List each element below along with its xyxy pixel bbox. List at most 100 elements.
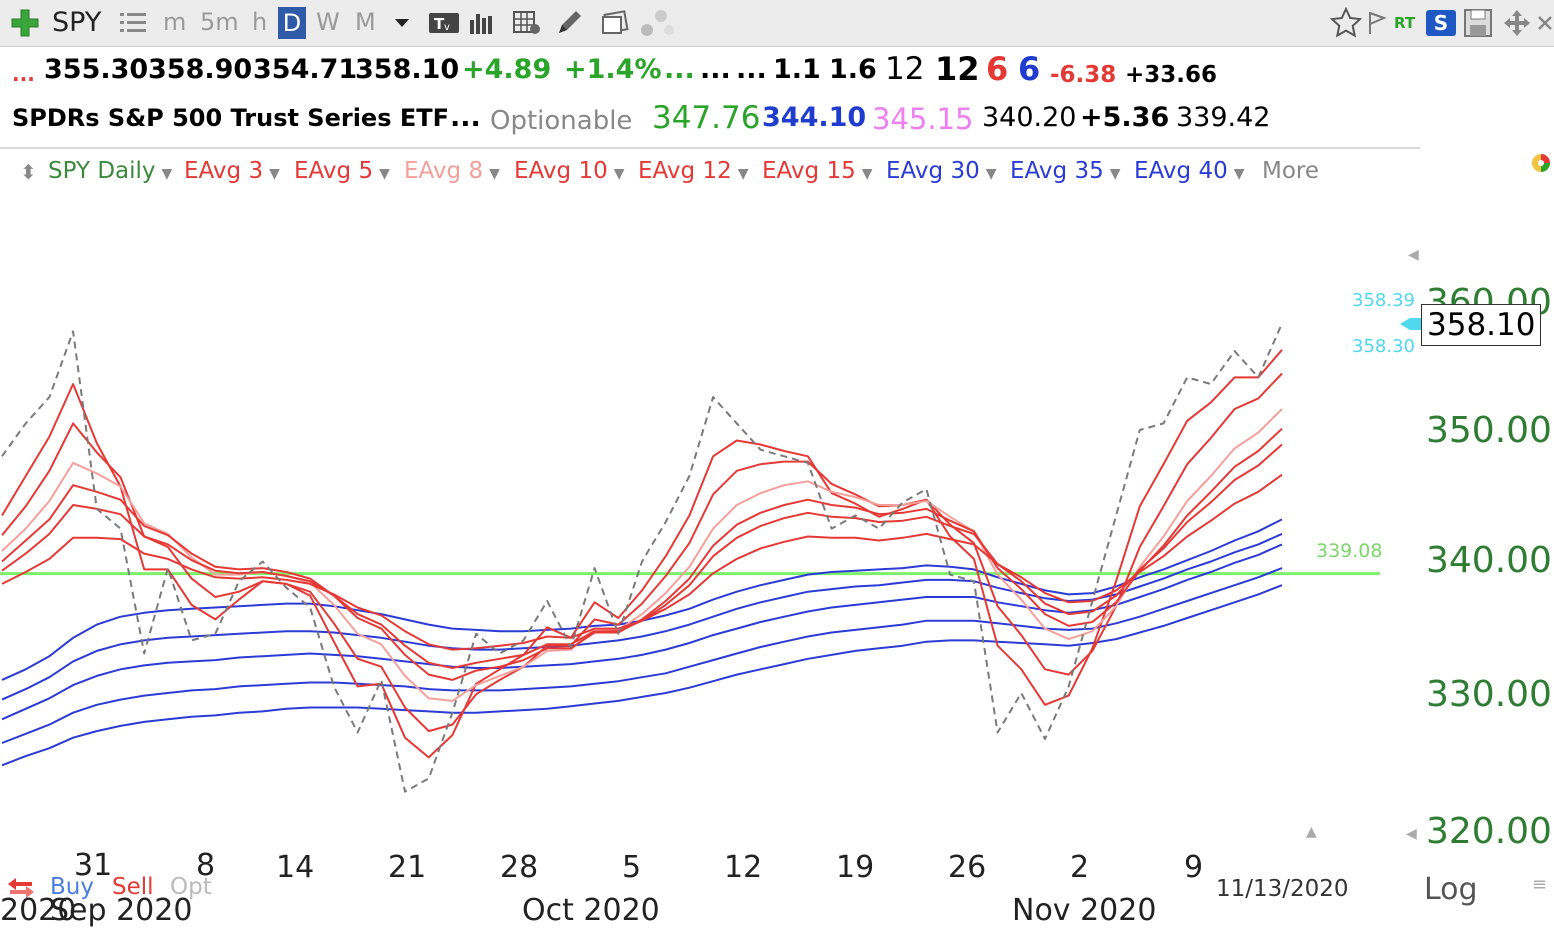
legend-eavg-40-label: EAvg 40 [1134,158,1228,184]
quote-change: +4.89 [462,54,552,85]
interval-m[interactable]: m [163,8,187,36]
draw-pencil-icon[interactable] [552,8,586,38]
ytick-330: 330.00 [1426,674,1552,715]
share-icon[interactable] [638,8,678,38]
scroll-left-icon[interactable]: ◀ [1408,247,1419,263]
legend-eavg-10[interactable]: EAvg 10 ▼ [514,158,625,184]
opt-signal-label[interactable]: Opt [170,874,212,900]
s-badge[interactable]: S [1426,10,1456,36]
interval-h[interactable]: h [252,8,268,36]
svg-text:T: T [434,15,445,33]
series-line-eavg-45[interactable] [1,567,1283,744]
chevron-down-icon: ▼ [379,166,390,182]
chevron-down-icon: ▼ [985,166,997,182]
series-line-eavg-12[interactable] [1,443,1283,669]
price-chart[interactable] [0,190,1420,890]
rt-label[interactable]: RT [1394,14,1416,32]
legend-eavg-5-label: EAvg 5 [294,158,374,184]
series-line-eavg-40[interactable] [1,543,1283,721]
signals-arrows-icon[interactable] [6,876,36,904]
legend-eavg-10-label: EAvg 10 [514,158,608,184]
series-line-eavg-3[interactable] [1,349,1283,759]
quote-dots-b: ... [700,54,731,85]
flag-icon[interactable] [1366,8,1388,38]
quote-prefix-dots: ... [12,62,35,86]
quote-v3: 12 [885,51,925,87]
quote-close: 358.10 [355,54,460,85]
color-wheel-icon[interactable] [1530,152,1552,178]
legend-eavg-40[interactable]: EAvg 40 ▼ [1134,158,1245,184]
ytick-320: 320.00 [1426,811,1552,852]
add-symbol-icon[interactable] [8,8,42,38]
save-icon[interactable] [1460,8,1496,38]
symbol-label[interactable]: SPY [52,7,102,38]
series-line-eavg-10[interactable] [1,427,1283,681]
info-p6: 339.42 [1176,102,1271,133]
last-price-label: 358.10 [1421,304,1542,346]
annotation-icon[interactable] [598,8,632,38]
legend-eavg-3[interactable]: EAvg 3 ▼ [184,158,280,184]
scroll-left-bottom-icon[interactable]: ◀ [1406,826,1417,842]
chevron-down-icon: ▼ [861,166,873,182]
interval-5m[interactable]: 5m [200,8,239,36]
quote-open: 355.30 [44,54,149,85]
price-low-label: 358.30 [1352,336,1415,357]
legend-eavg-5[interactable]: EAvg 5 ▼ [294,158,390,184]
interval-dropdown-icon[interactable] [390,8,414,38]
month-label-nov: Nov 2020 [1012,893,1157,928]
quote-v8: +33.66 [1125,62,1218,88]
xtick-14: 14 [276,850,315,885]
series-line-eavg-35[interactable] [1,532,1283,701]
scroll-up-icon[interactable]: ▲ [1306,824,1317,840]
series-line-eavg-50[interactable] [1,584,1283,767]
optionable-label[interactable]: Optionable [490,106,633,136]
interval-w[interactable]: W [316,8,340,36]
legend-eavg-3-label: EAvg 3 [184,158,264,184]
legend-eavg-30-label: EAvg 30 [886,158,980,184]
interval-month[interactable]: M [355,8,376,36]
updown-icon[interactable]: ⬍ [20,160,37,184]
header-divider [0,147,1420,149]
quote-low: 354.71 [253,54,358,85]
series-line-eavg-8[interactable] [1,408,1283,702]
xtick-8: 8 [196,848,216,883]
legend-eavg-35[interactable]: EAvg 35 ▼ [1010,158,1121,184]
legend-eavg-30[interactable]: EAvg 30 ▼ [886,158,997,184]
price-high-label: 358.39 [1352,290,1415,311]
series-line-spy-daily[interactable] [1,323,1283,793]
chevron-down-icon: ▼ [489,166,500,182]
legend-more[interactable]: More [1262,158,1320,184]
ytick-340: 340.00 [1426,540,1552,581]
chevron-down-icon: ▼ [161,166,173,182]
favorite-star-icon[interactable] [1328,7,1364,38]
legend-eavg-15[interactable]: EAvg 15 ▼ [762,158,873,184]
interval-d[interactable]: D [278,7,306,39]
info-p3: 345.15 [872,102,974,136]
series-line-eavg-5[interactable] [1,372,1283,733]
series-line-eavg-15[interactable] [1,473,1283,651]
log-scale-toggle[interactable]: Log [1424,872,1478,907]
legend-spy-daily[interactable]: SPY Daily ▼ [48,158,172,184]
security-name: SPDRs S&P 500 Trust Series ETF [12,104,450,132]
xtick-21: 21 [388,850,427,885]
chevron-down-icon: ▼ [1109,166,1121,182]
legend-eavg-8[interactable]: EAvg 8 ▼ [404,158,500,184]
list-icon[interactable] [116,8,150,38]
bar-chart-icon[interactable] [466,8,498,38]
buy-signal-label[interactable]: Buy [50,874,94,900]
legend-eavg-12[interactable]: EAvg 12 ▼ [638,158,749,184]
current-date-label: 11/13/2020 [1216,876,1349,902]
close-icon[interactable] [1536,8,1554,38]
grid-settings-icon[interactable] [510,8,544,38]
move-icon[interactable] [1500,8,1534,38]
menu-icon[interactable]: ≡ [1532,874,1548,895]
xtick-2: 2 [1070,850,1090,885]
ytick-350: 350.00 [1426,410,1552,451]
xtick-26: 26 [948,850,987,885]
chevron-down-icon: ▼ [1233,166,1245,182]
chevron-down-icon: ▼ [269,166,280,182]
quote-dots-c: ... [736,54,767,85]
sell-signal-label[interactable]: Sell [112,874,154,900]
